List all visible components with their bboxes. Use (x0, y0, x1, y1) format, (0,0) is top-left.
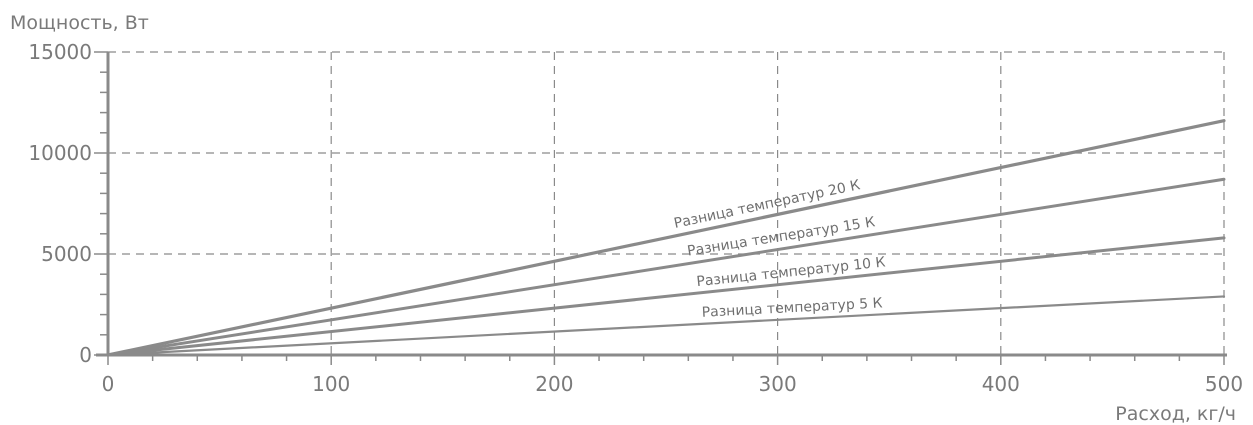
x-tick-label: 100 (312, 372, 350, 396)
series-line (106, 119, 1226, 357)
series-label: Разница температур 5 К (701, 295, 883, 320)
series-line (106, 295, 1226, 357)
axes (94, 51, 1227, 365)
x-tick-label: 200 (535, 372, 573, 396)
x-tick-label: 300 (759, 372, 797, 396)
series-line (106, 177, 1226, 357)
grid (108, 51, 1225, 355)
y-tick-label: 10000 (28, 141, 92, 165)
x-tick-label: 400 (982, 372, 1020, 396)
x-axis-title: Расход, кг/ч (1115, 403, 1236, 425)
x-tick-label: 500 (1205, 372, 1243, 396)
series-line (106, 236, 1226, 357)
y-tick-label: 15000 (28, 40, 92, 64)
series-lines (106, 119, 1226, 357)
y-axis-title: Мощность, Вт (10, 12, 149, 34)
y-tick-label: 5000 (41, 242, 92, 266)
y-tick-label: 0 (79, 343, 92, 367)
x-tick-label: 0 (102, 372, 115, 396)
